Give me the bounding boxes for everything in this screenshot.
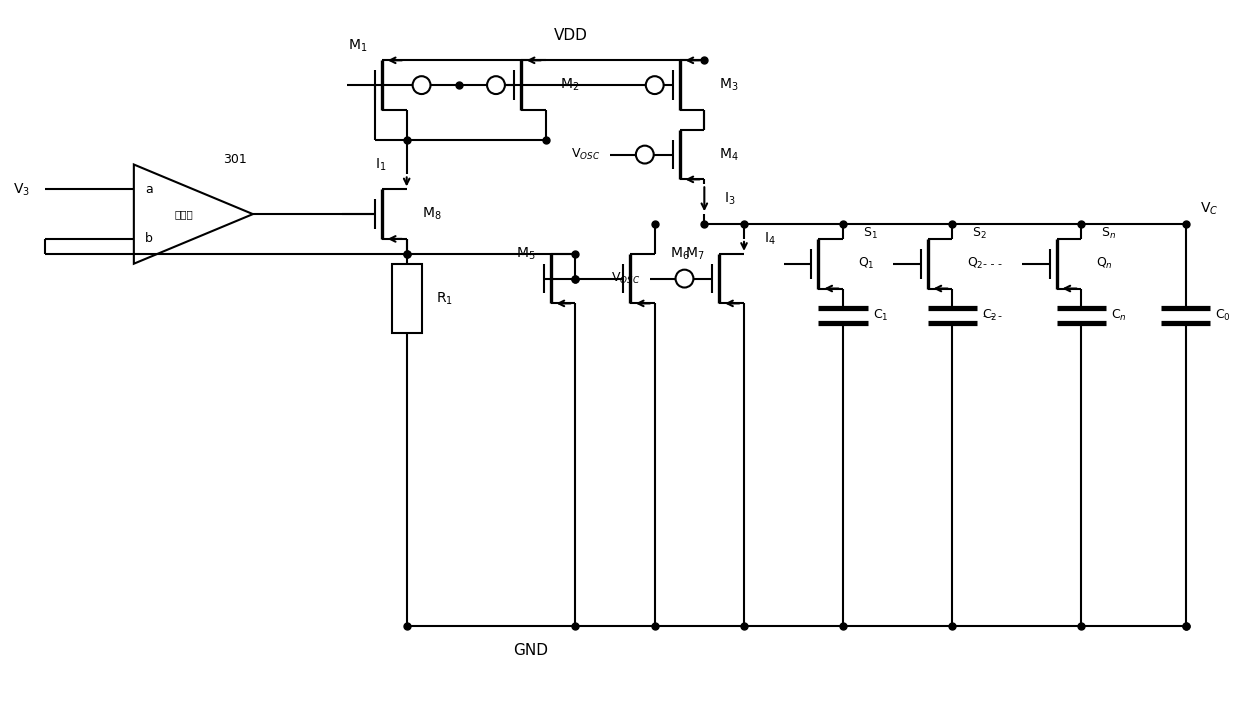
Text: C$_n$: C$_n$ — [1111, 308, 1127, 324]
Circle shape — [636, 146, 653, 164]
Text: S$_1$: S$_1$ — [863, 227, 878, 241]
Text: b: b — [145, 232, 153, 246]
Text: 放大器: 放大器 — [174, 209, 193, 219]
Text: - - -: - - - — [982, 258, 1002, 269]
Text: Q$_1$: Q$_1$ — [858, 256, 874, 271]
Text: V$_{OSC}$: V$_{OSC}$ — [610, 271, 640, 286]
Text: - - -: - - - — [982, 311, 1002, 321]
Text: S$_n$: S$_n$ — [1101, 227, 1116, 241]
Text: C$_2$: C$_2$ — [982, 308, 998, 324]
Text: M$_6$: M$_6$ — [670, 246, 689, 262]
Text: 301: 301 — [223, 153, 247, 166]
Polygon shape — [134, 164, 253, 263]
Text: M$_4$: M$_4$ — [719, 147, 739, 163]
Circle shape — [413, 76, 430, 94]
Circle shape — [487, 76, 505, 94]
Text: I$_3$: I$_3$ — [724, 191, 735, 207]
Text: C$_1$: C$_1$ — [873, 308, 889, 324]
Text: Q$_n$: Q$_n$ — [1096, 256, 1114, 271]
Text: I$_1$: I$_1$ — [376, 156, 387, 173]
Text: GND: GND — [513, 643, 548, 658]
Text: M$_5$: M$_5$ — [516, 246, 536, 262]
Text: S$_2$: S$_2$ — [972, 227, 987, 241]
Text: M$_8$: M$_8$ — [422, 206, 441, 222]
Text: V$_C$: V$_C$ — [1200, 201, 1219, 217]
Text: M$_7$: M$_7$ — [684, 246, 704, 262]
Text: I$_4$: I$_4$ — [764, 231, 776, 247]
Text: a: a — [145, 183, 153, 196]
Text: V$_3$: V$_3$ — [12, 181, 30, 198]
Text: M$_3$: M$_3$ — [719, 77, 739, 93]
Circle shape — [676, 270, 693, 287]
Circle shape — [646, 76, 663, 94]
Text: VDD: VDD — [553, 28, 588, 43]
Text: Q$_2$: Q$_2$ — [967, 256, 983, 271]
Text: C$_0$: C$_0$ — [1215, 308, 1231, 324]
Bar — [392, 263, 422, 333]
Text: M$_2$: M$_2$ — [560, 77, 580, 93]
Text: V$_{OSC}$: V$_{OSC}$ — [570, 147, 600, 162]
Text: R$_1$: R$_1$ — [436, 290, 454, 307]
Text: M$_1$: M$_1$ — [347, 38, 367, 54]
